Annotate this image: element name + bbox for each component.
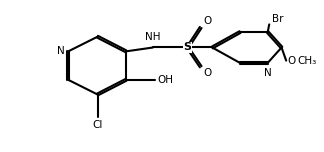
Text: NH: NH bbox=[145, 32, 161, 42]
Text: OH: OH bbox=[157, 75, 174, 85]
Text: O: O bbox=[203, 67, 211, 78]
Text: S: S bbox=[184, 43, 191, 52]
Text: O: O bbox=[288, 56, 296, 66]
Text: CH₃: CH₃ bbox=[297, 56, 316, 66]
Text: Cl: Cl bbox=[92, 120, 103, 130]
Text: Br: Br bbox=[272, 14, 283, 24]
Text: N: N bbox=[57, 46, 65, 56]
Text: N: N bbox=[264, 68, 272, 78]
Text: O: O bbox=[203, 16, 211, 26]
